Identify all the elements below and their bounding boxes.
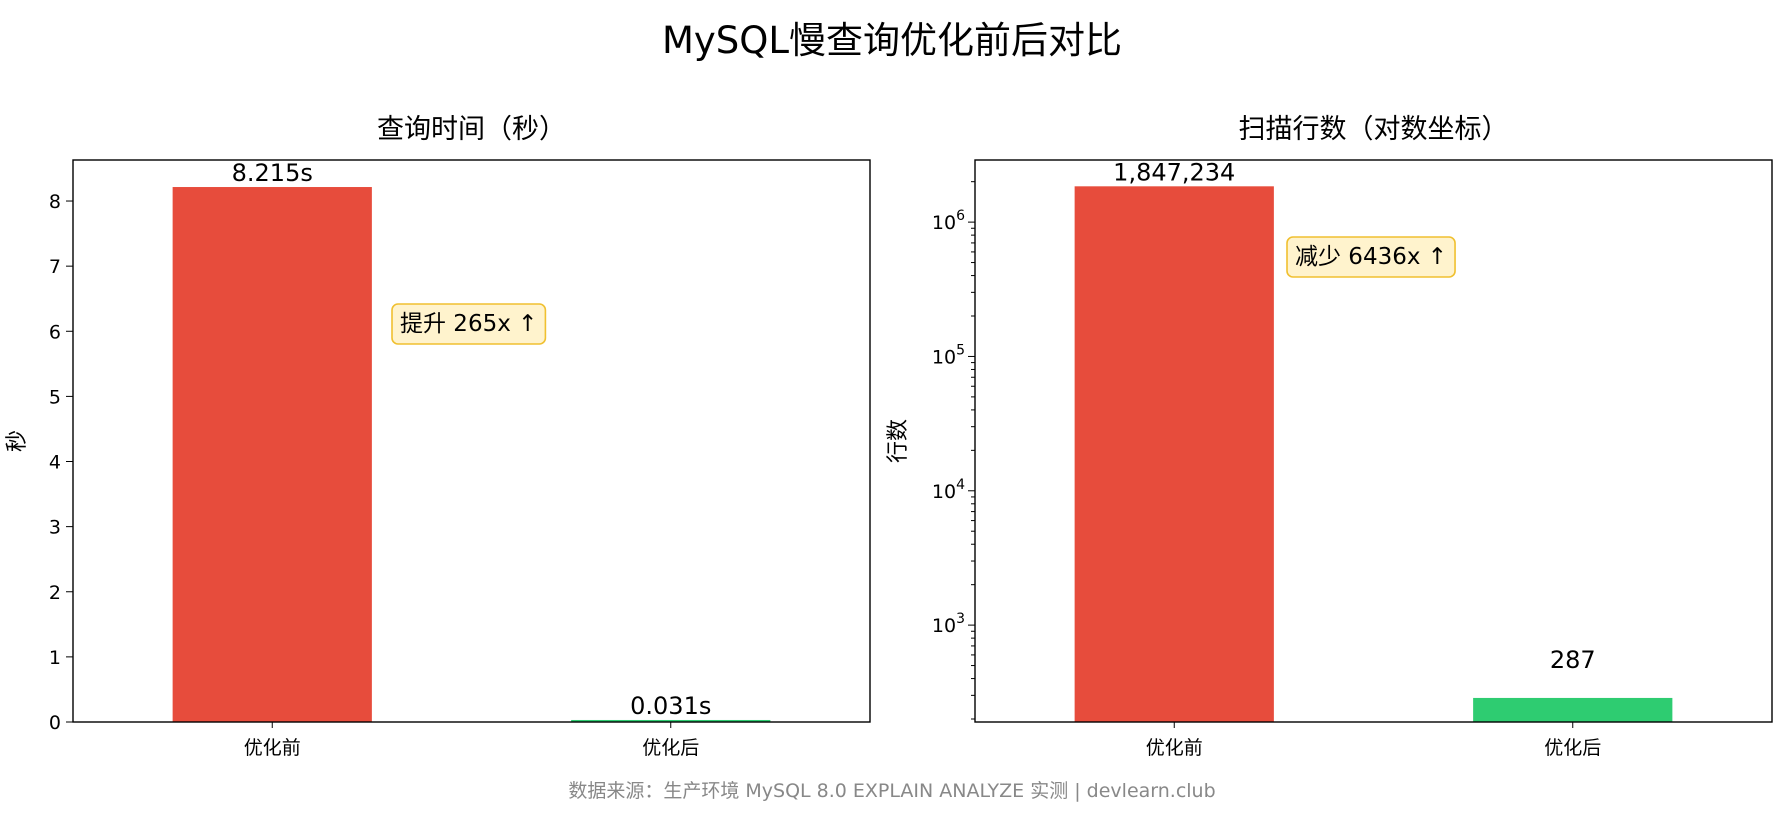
y-tick-label: 103: [932, 611, 965, 637]
bar-value-label: 1,847,234: [1113, 158, 1235, 186]
axes-frame: [72, 159, 871, 723]
bar-value-label: 287: [1550, 646, 1596, 674]
y-tick-label: 4: [49, 452, 61, 474]
y-axis-label: 秒: [5, 430, 30, 452]
y-tick-label: 0: [49, 712, 61, 734]
bar-value-label: 0.031s: [630, 692, 711, 720]
y-tick-label: 106: [932, 208, 965, 234]
y-tick-label: 2: [49, 582, 61, 604]
annotation-box: [1286, 236, 1456, 278]
panel-title: 查询时间（秒）: [377, 114, 566, 145]
x-tick-label: 优化后: [1544, 737, 1601, 759]
annotation-box: [391, 303, 547, 345]
bar-before: [172, 187, 372, 722]
figure-title: MySQL慢查询优化前后对比: [661, 19, 1123, 62]
x-tick-label: 优化前: [1146, 737, 1203, 759]
y-tick-label: 1: [49, 647, 61, 669]
bar-after: [571, 719, 771, 722]
y-tick-label: 6: [49, 321, 61, 343]
y-tick-label: 3: [49, 517, 61, 539]
axes-frame: [974, 159, 1773, 723]
bar-before: [1074, 186, 1274, 722]
bar-value-label: 8.215s: [232, 159, 313, 187]
x-tick-label: 优化前: [244, 737, 301, 759]
y-tick-label: 8: [49, 191, 61, 213]
y-axis-label: 行数: [886, 419, 911, 463]
y-tick-label: 7: [49, 256, 61, 278]
y-tick-label: 104: [932, 477, 965, 503]
panel-title: 扫描行数（对数坐标）: [1239, 114, 1509, 145]
annotation-text: 提升 265x ↑: [400, 311, 537, 337]
x-tick-label: 优化后: [642, 737, 699, 759]
bar-after: [1473, 697, 1673, 722]
y-tick-label: 5: [49, 386, 61, 408]
source-footnote: 数据来源：生产环境 MySQL 8.0 EXPLAIN ANALYZE 实测 |…: [568, 780, 1216, 802]
y-tick-label: 105: [932, 342, 965, 368]
annotation-text: 减少 6436x ↑: [1295, 244, 1447, 270]
